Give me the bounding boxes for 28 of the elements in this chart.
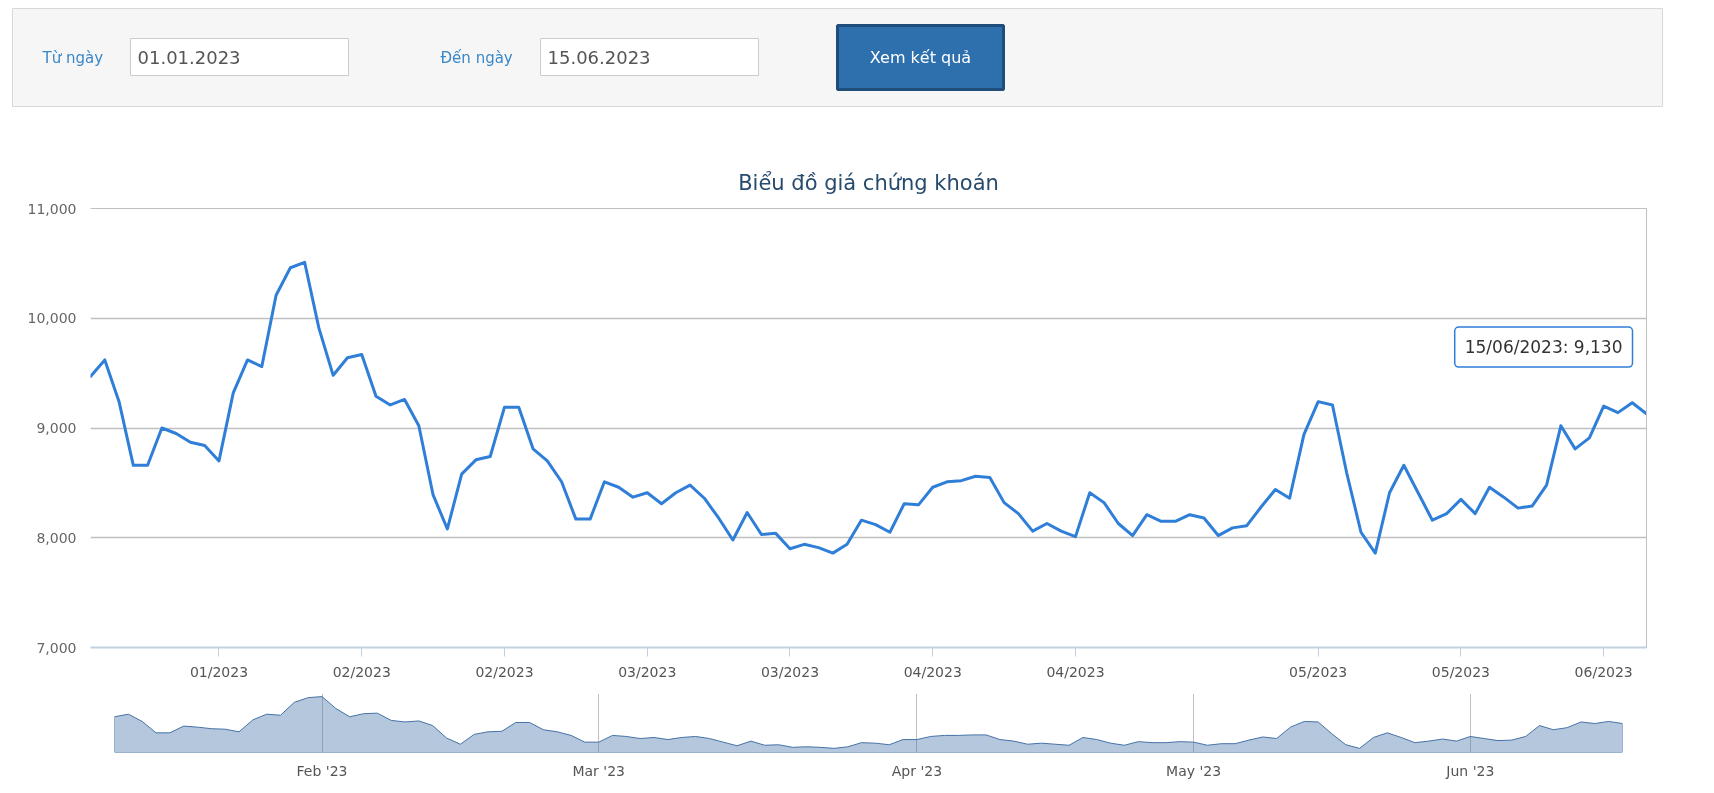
x-tick-label: Jun '23 <box>1445 762 1495 779</box>
y-tick-label: 7,000 <box>36 639 77 656</box>
line-series <box>90 260 1647 555</box>
y-tick-label: 11,000 <box>27 200 77 217</box>
y-tick-label: 9,000 <box>36 420 77 436</box>
chart-title: Biểu đồ giá chứng khoán <box>738 170 999 195</box>
x-tick-label: May '23 <box>1166 762 1222 779</box>
text: Xem kết quả <box>869 48 972 67</box>
x-tick-label: 04/2023 <box>1046 663 1105 680</box>
y-tick-label: 8,000 <box>36 529 77 546</box>
x-tick-label: Feb '23 <box>296 762 348 779</box>
x-tick-label: 06/2023 <box>1574 663 1633 680</box>
x-tick-label: 05/2023 <box>1431 663 1491 680</box>
annotation: 15/06/2023: 9,130 <box>1464 337 1623 358</box>
x-tick-label: 04/2023 <box>903 663 962 680</box>
x-tick-label: 03/2023 <box>760 663 820 680</box>
x-tick-label: 02/2023 <box>475 663 534 680</box>
text: Đến ngày <box>440 48 513 67</box>
x-tick-label: 01/2023 <box>189 663 249 680</box>
text: Từ ngày <box>41 48 104 67</box>
x-tick-label: 03/2023 <box>618 663 677 680</box>
x-tick-label: Mar '23 <box>572 762 625 779</box>
x-tick-label: 02/2023 <box>332 663 391 680</box>
text: 01.01.2023 <box>137 47 241 68</box>
x-tick-label: 05/2023 <box>1289 663 1348 680</box>
x-tick-label: Apr '23 <box>891 762 943 779</box>
text: 15.06.2023 <box>547 47 651 68</box>
y-tick-label: 10,000 <box>27 310 77 327</box>
